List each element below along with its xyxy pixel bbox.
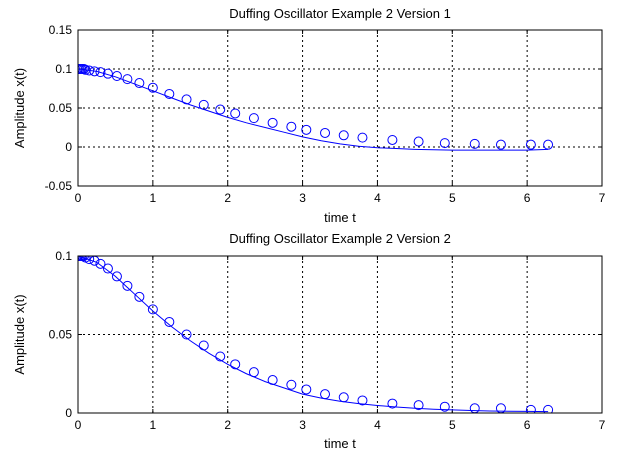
chart-1-data-point: [267, 117, 278, 128]
chart-1-y-tick-label: 0.15: [49, 23, 73, 37]
chart-2-data-point: [357, 395, 368, 406]
chart-2-y-tick-label: 0.05: [49, 328, 73, 342]
chart-2-y-tick-label: 0.1: [55, 249, 72, 263]
chart-2-series-line: [78, 256, 549, 413]
chart-2-data-point: [181, 329, 192, 340]
chart-1-data-point: [164, 88, 175, 99]
chart-1-data-point: [78, 64, 89, 74]
chart-2-x-tick-label: 7: [599, 418, 606, 432]
chart-2-data-point: [338, 392, 349, 403]
chart-1-data-point: [439, 138, 450, 149]
chart-1-data-point: [78, 64, 83, 74]
chart-2-x-tick-label: 6: [524, 418, 531, 432]
chart-1-y-axis-label: Amplitude x(t): [12, 68, 27, 148]
chart-1-y-tick-label: 0.1: [55, 62, 72, 76]
chart-1-title: Duffing Oscillator Example 2 Version 1: [229, 6, 451, 21]
chart-2-data-point: [248, 367, 259, 378]
chart-1-data-point: [495, 139, 506, 150]
chart-2-data-point: [387, 398, 398, 409]
chart-1-data-point: [215, 104, 226, 115]
chart-1-data-point: [286, 121, 297, 132]
chart-2-x-tick-label: 4: [374, 418, 381, 432]
chart-1-x-tick-label: 5: [449, 191, 456, 205]
chart-1-data-point: [525, 139, 536, 150]
chart-2-data-point: [286, 379, 297, 390]
chart-2-x-tick-label: 2: [224, 418, 231, 432]
chart-1-axes-box: [77, 29, 603, 187]
chart-2-data-point: [102, 263, 113, 274]
chart-1-data-point: [230, 108, 241, 119]
chart-2-data-point: [134, 291, 145, 302]
chart-1-data-point: [134, 78, 145, 89]
chart-1-data-point: [320, 127, 331, 138]
chart-2-axes-box: [77, 255, 603, 414]
chart-1-data-point: [357, 132, 368, 143]
chart-2-y-axis-label: Amplitude x(t): [12, 294, 27, 374]
chart-1-x-tick-label: 6: [524, 191, 531, 205]
chart-1-data-point: [301, 124, 312, 135]
chart-1-data-point: [122, 74, 133, 85]
chart-2-x-tick-label: 5: [449, 418, 456, 432]
chart-2-data-point: [320, 389, 331, 400]
chart-1-data-point: [147, 82, 158, 93]
chart-2-x-tick-label: 3: [299, 418, 306, 432]
chart-1-data-point: [198, 99, 209, 110]
chart-1-data-point: [102, 68, 113, 79]
chart-2-data-point: [111, 271, 122, 282]
chart-2-data-point: [147, 304, 158, 315]
chart-1-x-tick-label: 4: [374, 191, 381, 205]
chart-1-x-tick-label: 0: [75, 191, 82, 205]
chart-1-x-tick-label: 7: [599, 191, 606, 205]
chart-2-data-point: [230, 359, 241, 370]
chart-2-data-point: [198, 340, 209, 351]
chart-1-x-tick-label: 1: [150, 191, 157, 205]
chart-2-data-point: [164, 316, 175, 327]
chart-2-data-point: [84, 256, 95, 265]
chart-2-x-axis-label: time t: [324, 436, 356, 451]
chart-2-data-point: [215, 351, 226, 362]
chart-2-data-point: [439, 401, 450, 412]
chart-1-y-tick-label: -0.05: [45, 179, 73, 193]
chart-1-data-point: [413, 136, 424, 147]
chart-1-series-group: [78, 64, 554, 151]
chart-1-data-point: [95, 67, 106, 78]
chart-2-title: Duffing Oscillator Example 2 Version 2: [229, 231, 451, 246]
chart-1-data-point: [181, 94, 192, 105]
chart-2-data-point: [301, 384, 312, 395]
chart-1-data-point: [111, 71, 122, 82]
chart-2-group: 0 1 2 3 4 5 6 7 0 0.05 0.1 Duffing Oscillator Examp…: [12, 231, 606, 451]
chart-1-data-point: [469, 138, 480, 149]
chart-1-data-point: [84, 65, 95, 76]
chart-2-data-point: [122, 280, 133, 291]
chart-2-series-group: [78, 256, 554, 413]
chart-1-x-axis-label: time t: [324, 210, 356, 225]
chart-2-data-point: [78, 256, 89, 261]
chart-1-data-point: [387, 134, 398, 145]
chart-2-data-point: [413, 400, 424, 411]
chart-1-data-point: [338, 130, 349, 141]
chart-1-y-tick-label: 0.05: [49, 101, 73, 115]
chart-2-data-point: [525, 404, 536, 413]
chart-2-x-tick-label: 1: [150, 418, 157, 432]
chart-2-data-point: [267, 375, 278, 386]
chart-2-data-point: [543, 404, 554, 413]
chart-1-x-tick-label: 3: [299, 191, 306, 205]
chart-1-data-point: [543, 139, 554, 150]
chart-2-data-point: [95, 258, 106, 269]
chart-1-data-point: [248, 113, 259, 124]
chart-2-y-tick-label: 0: [65, 406, 72, 420]
chart-1-data-point: [89, 66, 100, 77]
chart-1-x-tick-label: 2: [224, 191, 231, 205]
chart-1-y-tick-label: 0: [65, 140, 72, 154]
chart-1-series-line: [78, 68, 549, 151]
chart-2-x-tick-label: 0: [75, 418, 82, 432]
